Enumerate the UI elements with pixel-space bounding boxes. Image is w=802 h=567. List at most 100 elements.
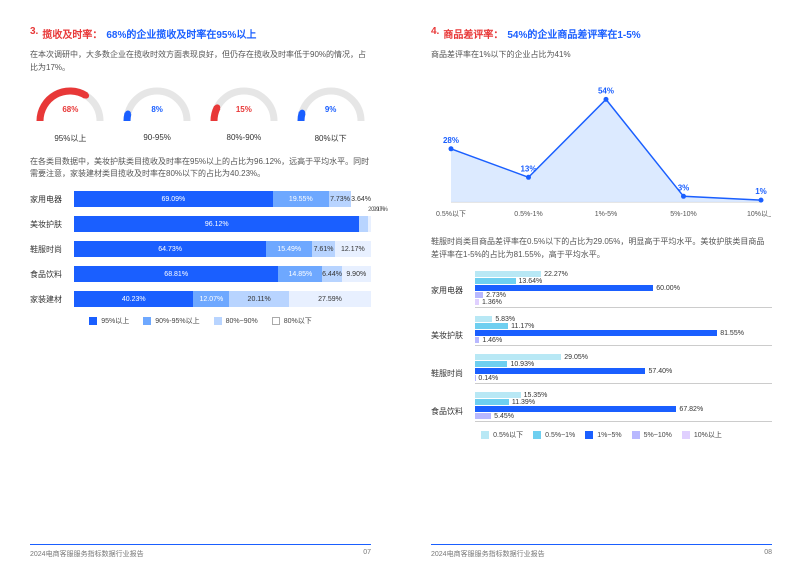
legend-label: 5%~10% (644, 432, 672, 439)
swatch (682, 431, 690, 439)
mid-text-left: 在各类目数据中，美妆护肤类目揽收及时率在95%以上的占比为96.12%，远高于平… (30, 156, 371, 182)
svg-text:0.5%-1%: 0.5%-1% (514, 211, 542, 218)
section-title-left: 3. 揽收及时率： 68%的企业揽收及时率在95%以上 (30, 26, 371, 41)
grouped-bar-chart: 家用电器 22.27% 13.64% 60.00% (431, 271, 772, 422)
grp-bar: 57.40% (475, 368, 772, 374)
grp-bar-val: 5.83% (495, 316, 515, 323)
grp-bar-fill (475, 292, 483, 298)
legend-item: 95%以上 (89, 316, 129, 326)
svg-text:54%: 54% (598, 86, 614, 95)
legend-item: 80%以下 (272, 316, 312, 326)
baseline (475, 421, 772, 422)
bar-seg: 27.59% (289, 291, 371, 307)
bar-seg (359, 216, 368, 232)
grp-bar-fill (475, 354, 561, 360)
legend-label: 0.5%~1% (545, 432, 575, 439)
footer-title: 2024电商客服服务指标数据行业报告 (30, 549, 144, 559)
grp-bars: 5.83% 11.17% 81.55% 1.46% (475, 316, 772, 346)
grp-bar-val: 2.73% (486, 292, 506, 299)
svg-text:5%-10%: 5%-10% (670, 211, 696, 218)
bar-track: 68.81%14.85%6.44%9.90% (74, 266, 371, 282)
page-08: 4.商品差评率： 54%的企业商品差评率在1-5% 商品差评率在1%以下的企业占… (401, 0, 802, 567)
grp-bar-val: 1.36% (482, 299, 502, 306)
grp-cat: 鞋服时尚 (431, 354, 475, 384)
grp-bars: 29.05% 10.93% 57.40% 0.14% (475, 354, 772, 384)
bar-track: 69.09%19.55%7.73%3.64% (74, 191, 371, 207)
svg-text:10%以上: 10%以上 (747, 209, 771, 218)
svg-text:1%: 1% (755, 187, 767, 196)
grp-bar-val: 11.17% (511, 323, 534, 330)
bar-seg: 19.55% (273, 191, 329, 207)
grp-bar: 0.14% (475, 375, 772, 381)
grp-bar-val: 13.64% (519, 278, 543, 285)
gauge: 8% 90-95% (117, 85, 198, 144)
grp-bar-fill (475, 361, 507, 367)
grp-bar-fill (475, 368, 645, 374)
page-number: 08 (764, 549, 772, 559)
bar-seg: 6.44% (322, 266, 341, 282)
bar-seg: 20.11% (229, 291, 289, 307)
legend-item: 5%~10% (632, 430, 672, 440)
sec-num: 3. (30, 26, 38, 41)
grp-bar: 15.35% (475, 392, 772, 398)
legend-label: 0.5%以下 (493, 430, 523, 440)
grp-bar-val: 81.55% (720, 330, 744, 337)
bar-seg: 7.61% (312, 241, 335, 257)
grp-bar-val: 11.39% (512, 399, 535, 406)
swatch (533, 431, 541, 439)
legend-right: 0.5%以下0.5%~1%1%~5%5%~10%10%以上 (431, 430, 772, 440)
grp-bar: 13.64% (475, 278, 772, 284)
legend-left: 95%以上 90%-95%以上 80%~90% 80%以下 (30, 316, 371, 326)
bar-seg: 15.49% (266, 241, 312, 257)
grp-cat: 美妆护肤 (431, 316, 475, 346)
legend-label: 80%~90% (226, 318, 258, 325)
stacked-bar-chart: 家用电器 69.09%19.55%7.73%3.64%美妆护肤 96.12%2.… (30, 191, 371, 307)
legend-label: 90%-95%以上 (155, 316, 199, 326)
grp-bar-val: 0.14% (478, 375, 498, 382)
footer-right: 2024电商客服服务指标数据行业报告 08 (431, 544, 772, 559)
swatch (143, 317, 151, 325)
bar-seg: 64.73% (74, 241, 266, 257)
svg-text:0.5%以下: 0.5%以下 (436, 210, 466, 218)
grp-bar-val: 1.46% (482, 337, 502, 344)
grp-bar-fill (475, 278, 516, 284)
gauge-row: 68% 95%以上 8% 90-95% 15% 80%-90% 9% (30, 85, 371, 144)
bar-seg: 7.73% (329, 191, 351, 207)
stacked-bar-row: 家用电器 69.09%19.55%7.73%3.64% (30, 191, 371, 207)
intro-right: 商品差评率在1%以下的企业占比为41% (431, 49, 772, 62)
gauge: 9% 80%以下 (290, 85, 371, 144)
bar-cat: 鞋服时尚 (30, 244, 74, 255)
bar-cat: 家用电器 (30, 194, 74, 205)
grp-bar-fill (475, 271, 541, 277)
legend-label: 80%以下 (284, 316, 312, 326)
gauge-cat: 80%-90% (204, 133, 285, 142)
svg-text:13%: 13% (520, 164, 536, 173)
grp-bar-val: 29.05% (564, 354, 588, 361)
footer-title: 2024电商客服服务指标数据行业报告 (431, 549, 545, 559)
swatch (272, 317, 280, 325)
grp-bar-val: 57.40% (648, 368, 672, 375)
grp-bar-fill (475, 406, 676, 412)
page-07: 3.揽收及时率： 68%的企业揽收及时率在95%以上 在本次调研中，大多数企业在… (0, 0, 401, 567)
sec-label: 揽收及时率： (42, 26, 102, 41)
grp-bar: 67.82% (475, 406, 772, 412)
grp-bar-fill (475, 392, 521, 398)
grp-bar-val: 22.27% (544, 271, 568, 278)
bar-track: 64.73%15.49%7.61%12.17% (74, 241, 371, 257)
mid-text-right: 鞋服时尚类目商品差评率在0.5%以下的占比为29.05%，明显高于平均水平。美妆… (431, 236, 772, 262)
bar-track: 96.12%2.91%0.97% (74, 216, 371, 232)
grp-bar: 22.27% (475, 271, 772, 277)
grp-bar: 1.36% (475, 299, 772, 305)
grp-bar: 81.55% (475, 330, 772, 336)
legend-item: 10%以上 (682, 430, 722, 440)
grp-bars: 22.27% 13.64% 60.00% 2.73% (475, 271, 772, 308)
bar-cat: 家装建材 (30, 294, 74, 305)
bar-seg: 14.85% (278, 266, 322, 282)
swatch (89, 317, 97, 325)
stacked-bar-row: 家装建材 40.23%12.07%20.11%27.59% (30, 291, 371, 307)
stacked-bar-row: 食品饮料 68.81%14.85%6.44%9.90% (30, 266, 371, 282)
baseline (475, 383, 772, 384)
sec-stat: 68%的企业揽收及时率在95%以上 (106, 26, 256, 41)
page-number: 07 (363, 549, 371, 559)
swatch (585, 431, 593, 439)
